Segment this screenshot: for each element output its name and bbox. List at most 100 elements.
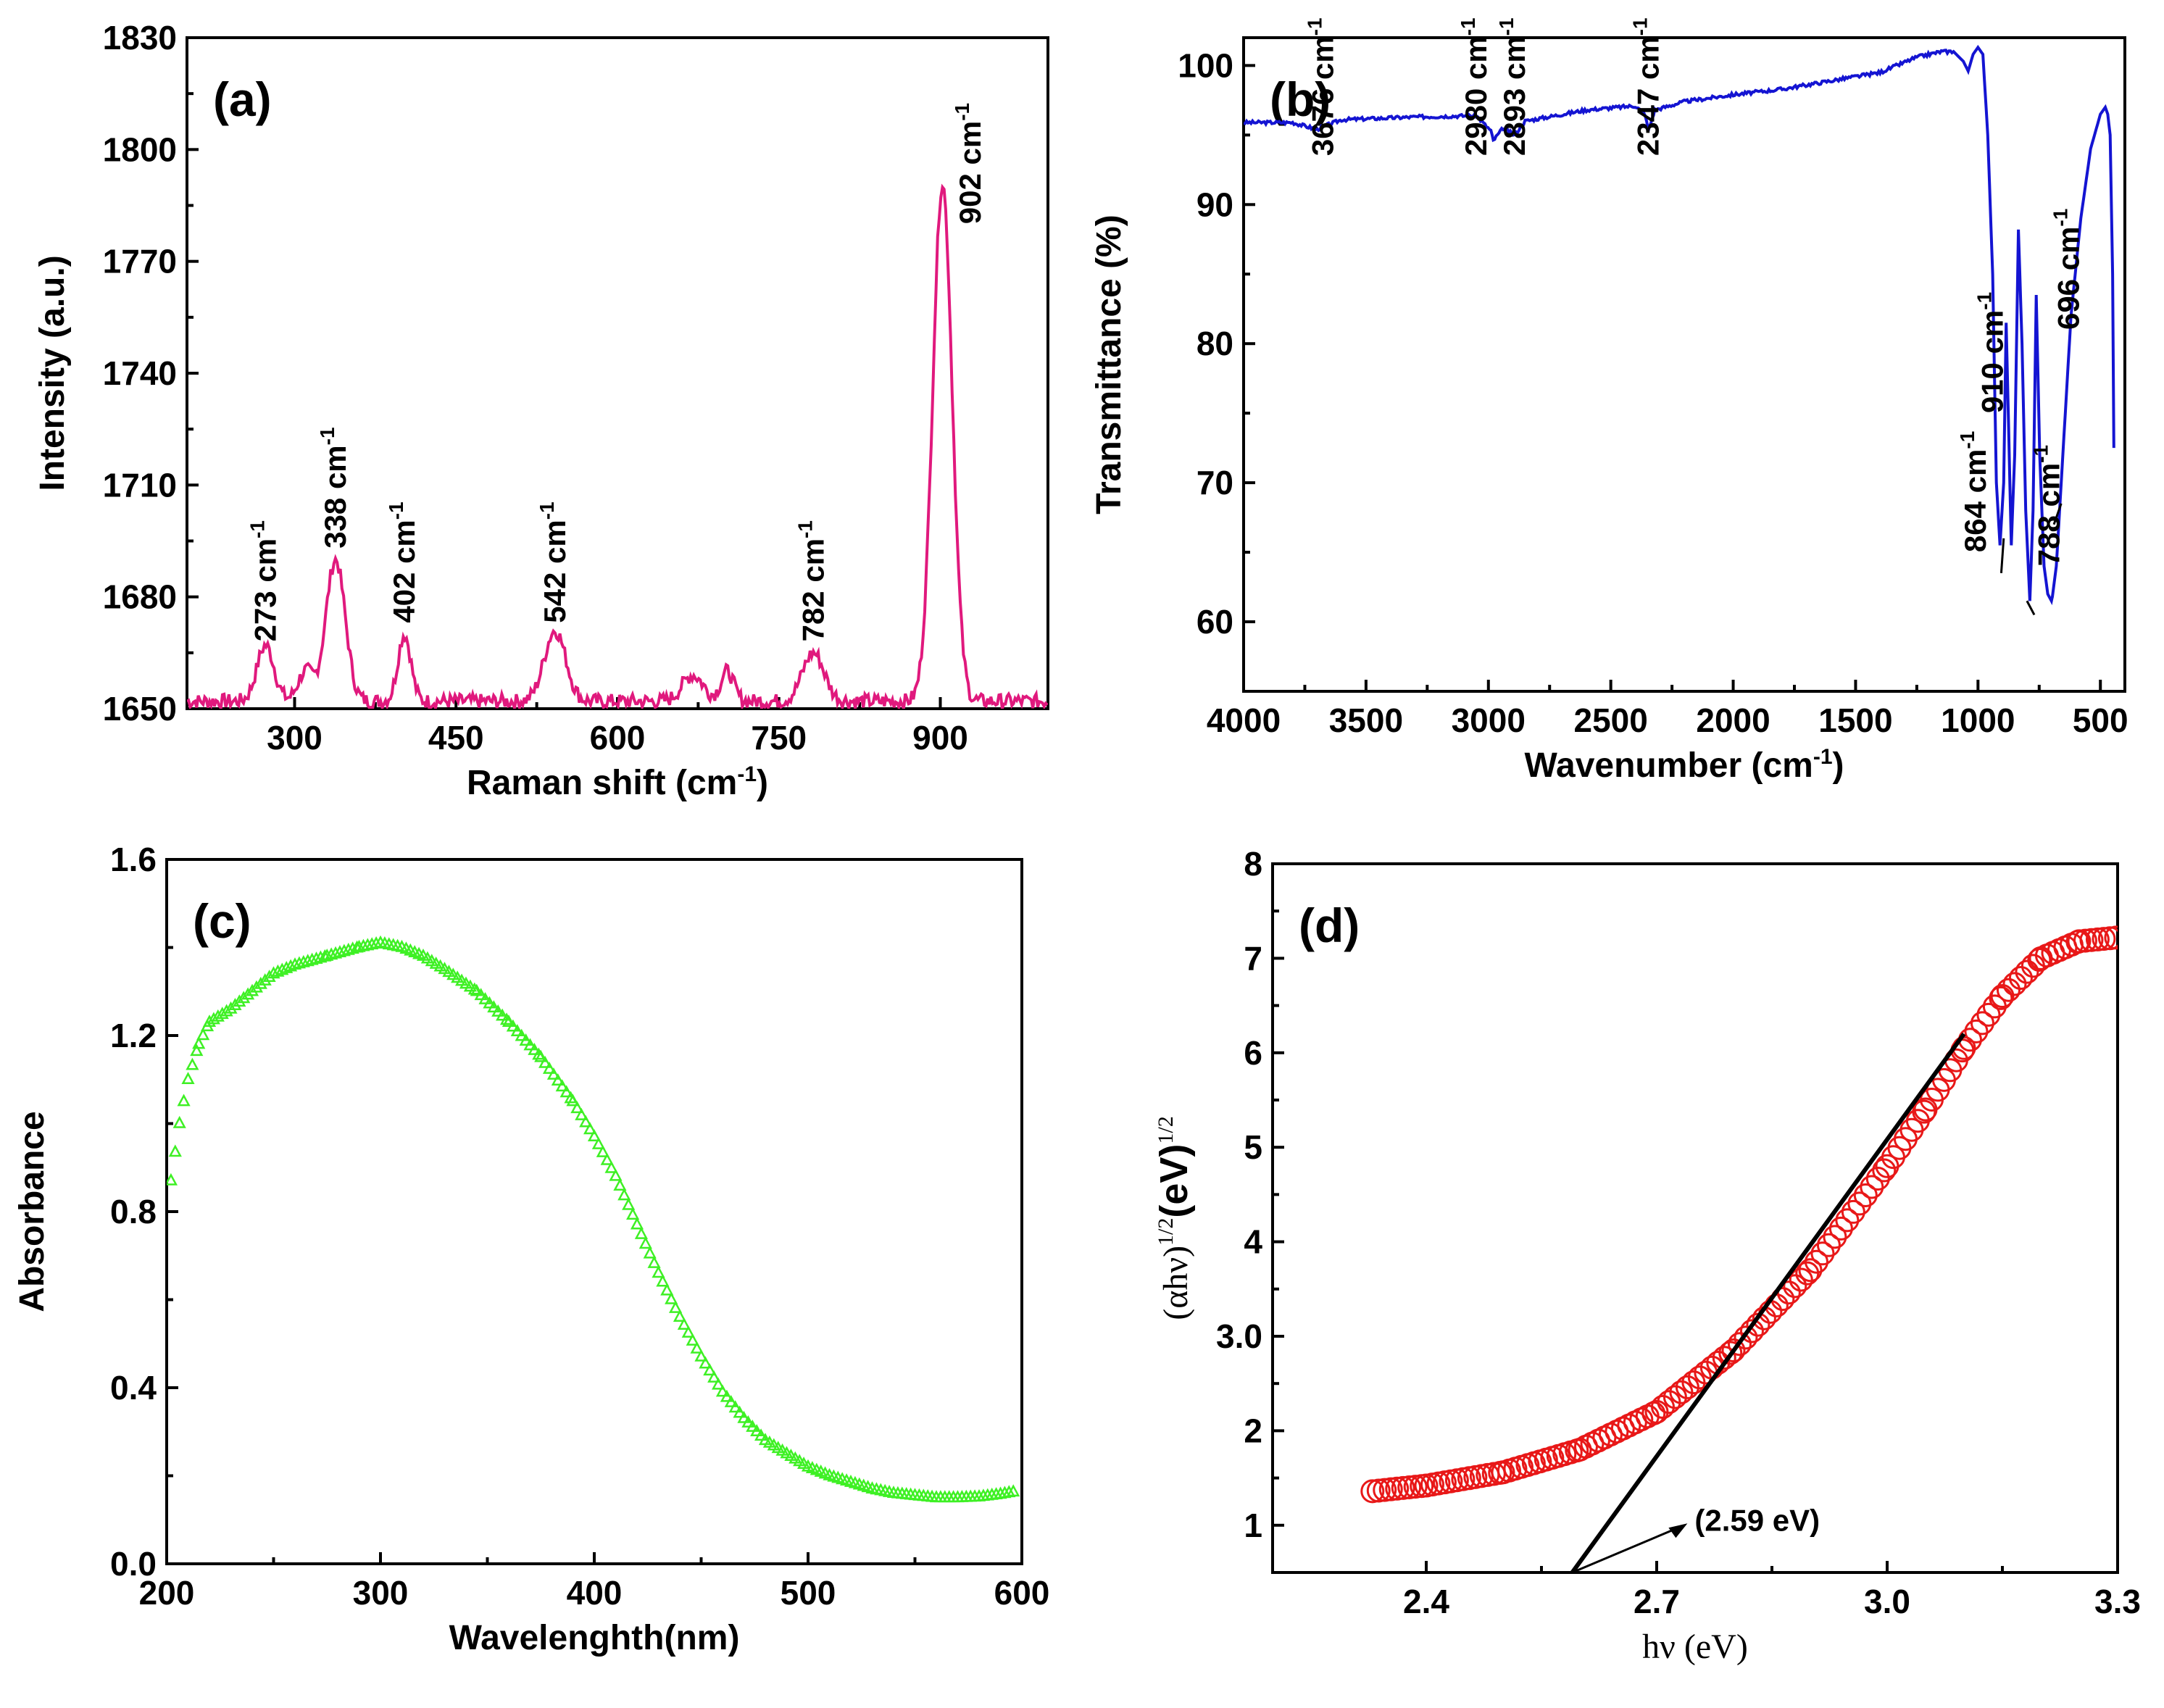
data-point-marker (2015, 959, 2039, 984)
data-point-marker (728, 1400, 742, 1413)
data-point-marker (523, 1038, 537, 1051)
data-point-marker (2079, 928, 2104, 952)
data-point-marker (720, 1389, 733, 1402)
peak-annotation-b: 696 cm-1 (2049, 209, 2085, 330)
panel-d: 2.4 2.7 3.0 3.3 1 2 3.0 4 5 6 7 8 (d) hν (eV) (αhν)1/2… (1152, 845, 2141, 1666)
data-point-marker (249, 980, 263, 993)
data-point-marker (712, 1377, 725, 1390)
data-point-marker (506, 1019, 520, 1032)
panel-c: 200 300 400 500 600 0.0 0.4 0.8 1.2 1.6 (c) Wavelen… (13, 841, 1049, 1657)
data-point-marker (519, 1033, 533, 1046)
data-point-marker (309, 951, 323, 964)
y-tick-label-d: 3.0 (1216, 1317, 1262, 1355)
data-point-marker (1860, 1175, 1884, 1199)
data-point-marker (271, 964, 285, 977)
y-tick-label-d: 2 (1244, 1412, 1262, 1449)
data-point-marker (301, 954, 315, 967)
x-tick-label-b: 4000 (1207, 701, 1281, 739)
x-tick-label-a: 750 (751, 719, 807, 757)
data-point-marker (258, 973, 272, 986)
data-point-marker (669, 1301, 683, 1313)
x-tick-label-b: 2000 (1696, 701, 1770, 739)
data-point-marker (496, 1008, 509, 1021)
data-point-marker (1865, 1166, 1890, 1191)
data-point-marker (474, 988, 488, 1001)
y-tick-label-c: 0.8 (110, 1193, 157, 1230)
peak-annotation-b: 2347 cm-1 (1628, 17, 1665, 156)
data-point-marker (630, 1217, 644, 1230)
peak-arrow (2026, 600, 2036, 616)
y-tick-label-b: 100 (1178, 46, 1233, 84)
data-point-marker (190, 1043, 204, 1057)
data-point-marker (1739, 1319, 1764, 1344)
data-point-marker (583, 1122, 597, 1135)
data-point-marker (1847, 1191, 1872, 1216)
x-axis-label-b: Wavenumber (cm-1) (1525, 745, 1844, 785)
x-tick-label-b: 500 (2073, 701, 2128, 739)
data-point-marker (750, 1424, 764, 1436)
y-tick-label-d: 5 (1244, 1128, 1262, 1166)
peak-annotation-a: 542 cm-1 (536, 501, 572, 622)
data-point-marker (733, 1405, 746, 1418)
x-tick-label-b: 1000 (1941, 701, 2015, 739)
data-point-marker (538, 1055, 552, 1068)
y-tick-label-b: 90 (1197, 186, 1233, 223)
data-point-marker (1872, 1158, 1897, 1183)
data-point-marker (754, 1428, 768, 1441)
data-point-marker (1007, 1484, 1020, 1497)
y-axis-label-c: Absorbance (13, 1111, 51, 1312)
x-tick-label-c: 600 (994, 1574, 1050, 1612)
y-tick-label-b: 60 (1197, 603, 1233, 641)
bandgap-arrow-head (1668, 1523, 1688, 1538)
data-point-marker (587, 1129, 602, 1141)
data-point-marker (737, 1410, 751, 1423)
data-point-marker (1823, 1225, 1847, 1249)
x-axis-label-c: Wavelenghth(nm) (449, 1619, 740, 1657)
data-point-marker (168, 1144, 182, 1157)
plot-frame-d (1271, 862, 2119, 1574)
data-point-marker (275, 962, 289, 975)
data-point-marker (555, 1079, 569, 1092)
data-point-marker (715, 1384, 730, 1397)
y-tick-label-d: 6 (1244, 1034, 1262, 1072)
data-point-marker (288, 957, 302, 970)
data-point-marker (652, 1265, 665, 1278)
panel-a: 300 450 600 750 900 1650 1680 1710 1740 1770 1800 1… (33, 19, 1049, 802)
x-tick-label-b: 3000 (1452, 701, 1526, 739)
x-axis-label-a: Raman shift (cm-1) (467, 762, 768, 802)
data-point-marker (1990, 984, 2015, 1009)
y-tick-label-d: 4 (1244, 1223, 1262, 1261)
y-axis-label-d: (αhν)1/2(eV)1/2 (1152, 1116, 1196, 1320)
peak-annotation-b: 910 cm-1 (1973, 292, 2010, 413)
data-point-marker (686, 1333, 699, 1346)
data-point-marker (280, 961, 294, 973)
data-point-marker (1828, 1216, 1853, 1241)
data-layer-a (187, 183, 1048, 709)
x-tick-label-d: 3.3 (2094, 1583, 2141, 1620)
data-point-marker (570, 1101, 584, 1114)
data-point-marker (1798, 1258, 1823, 1283)
data-point-marker (192, 1036, 206, 1049)
data-point-marker (510, 1024, 524, 1036)
data-point-marker (245, 983, 259, 996)
data-point-marker (1721, 1338, 1746, 1363)
data-point-marker (2073, 928, 2097, 953)
peak-arrow (1999, 538, 2005, 573)
data-point-marker (224, 1001, 238, 1014)
y-tick-label-c: 1.2 (110, 1017, 157, 1054)
data-point-marker (341, 942, 355, 955)
data-point-marker (1783, 1274, 1807, 1299)
data-point-marker (677, 1317, 691, 1330)
data-point-marker (181, 1072, 195, 1084)
y-tick-label-d: 7 (1244, 939, 1262, 977)
peak-annotation-a: 338 cm-1 (316, 427, 352, 548)
y-tick-label-d: 1 (1244, 1507, 1262, 1544)
y-tick-label-b: 80 (1197, 325, 1233, 362)
peak-annotation-a: 273 cm-1 (246, 520, 282, 641)
data-point-marker (617, 1188, 631, 1201)
peak-annotation-b: 864 cm-1 (1956, 431, 1992, 552)
y-tick-label-a: 1830 (103, 19, 177, 57)
data-point-marker (228, 998, 242, 1010)
panel-label-c: (c) (193, 894, 251, 948)
